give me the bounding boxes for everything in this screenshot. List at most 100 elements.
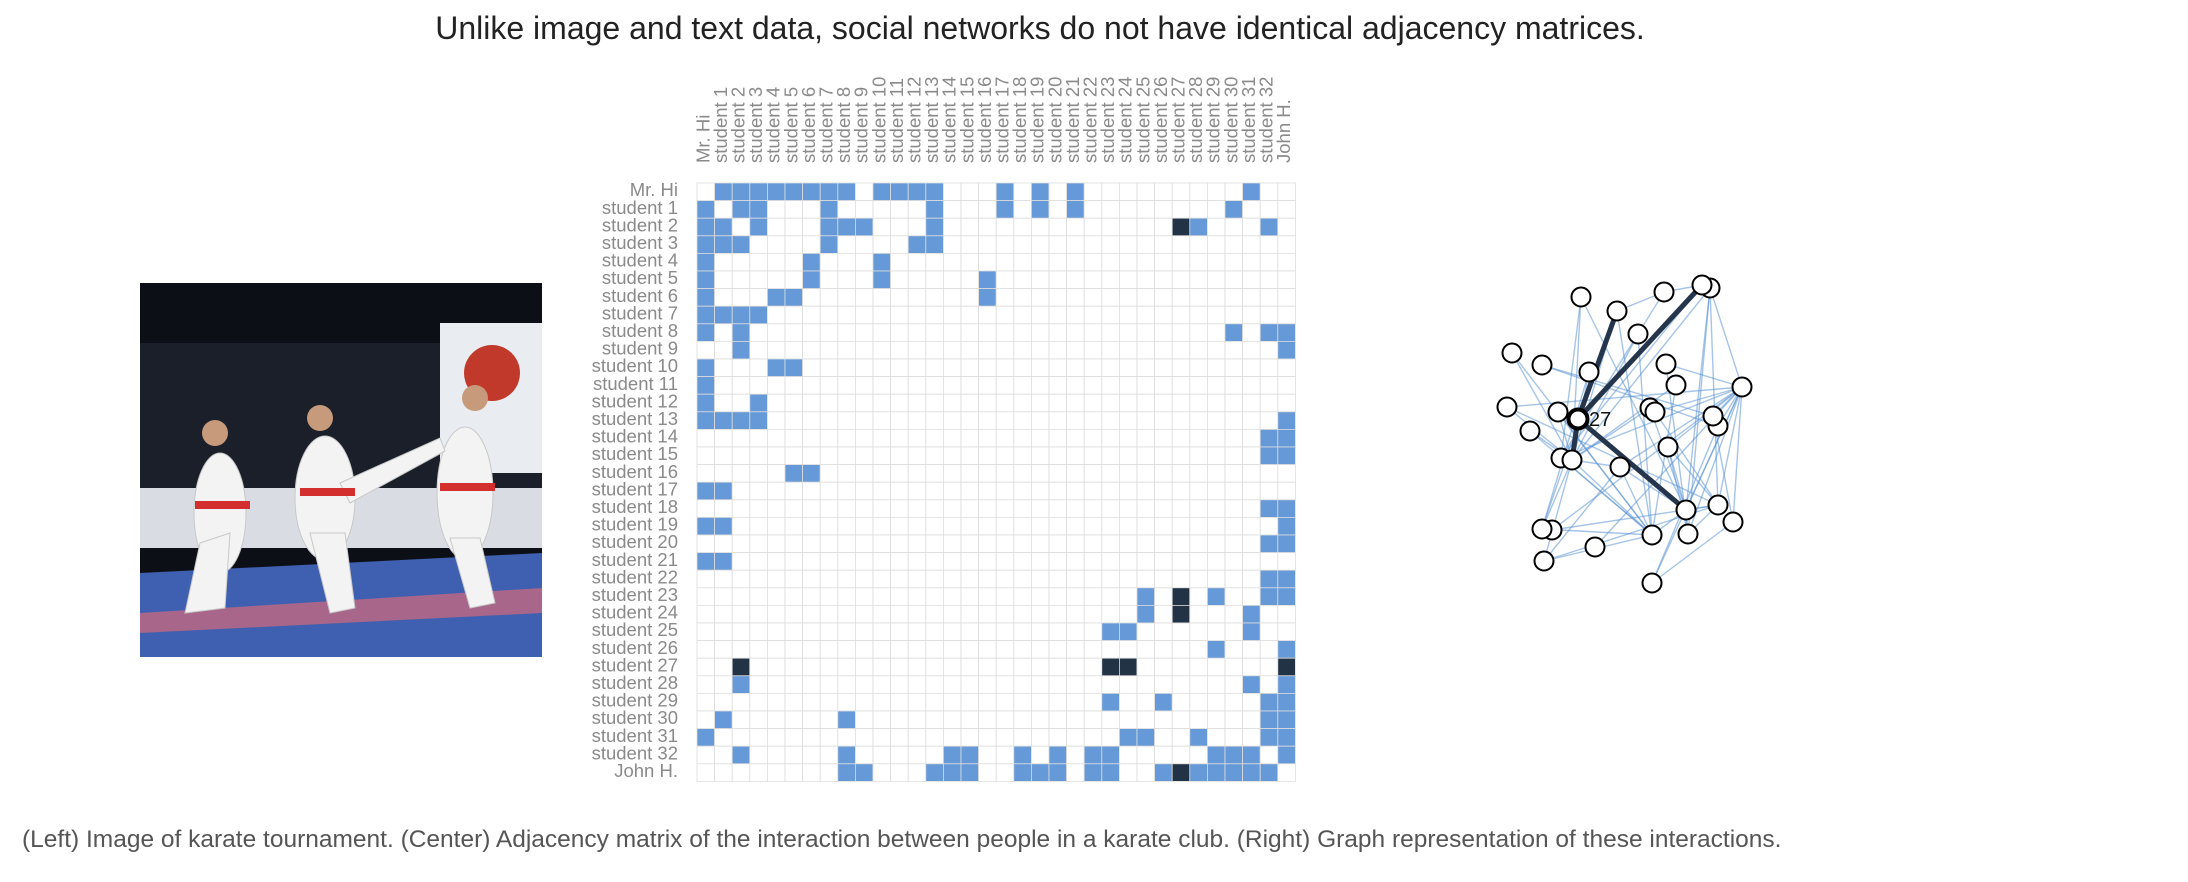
graph-edge (1651, 521, 1734, 584)
matrix-row-label: student 15 (592, 443, 678, 464)
graph-edge (1560, 457, 1653, 536)
matrix-row-label: John H. (614, 760, 678, 781)
matrix-row-label: student 4 (602, 250, 678, 271)
matrix-column-label: student 20 (1044, 77, 1065, 163)
matrix-row-label: student 32 (592, 742, 678, 763)
graph-edge-highlight (1576, 283, 1704, 421)
graph-node (1627, 323, 1649, 345)
graph-edge (1560, 296, 1582, 459)
graph-edge (1571, 459, 1653, 536)
matrix-row-label: student 18 (592, 496, 678, 517)
matrix-row-label: student 6 (602, 285, 678, 306)
graph-node (1531, 354, 1553, 376)
graph-edge-highlight (1575, 310, 1620, 420)
graph-edge (1619, 466, 1653, 536)
matrix-row-label: student 22 (592, 566, 678, 587)
matrix-row-label: student 7 (602, 302, 678, 323)
graph-edge (1709, 287, 1743, 388)
graph-node (1606, 300, 1628, 322)
matrix-column-label: student 19 (1027, 77, 1048, 163)
matrix-column-label: student 4 (763, 87, 784, 163)
graph-node (1702, 405, 1724, 427)
matrix-column-label: student 27 (1168, 77, 1189, 163)
matrix-row-label: student 2 (602, 214, 678, 235)
matrix-column-label: student 28 (1185, 77, 1206, 163)
graph-node (1657, 436, 1679, 458)
graph-edge (1651, 384, 1677, 536)
page-title: Unlike image and text data, social netwo… (435, 10, 1645, 46)
graph-node (1722, 511, 1744, 533)
matrix-row-label: student 24 (592, 602, 678, 623)
graph-edge (1619, 386, 1743, 468)
matrix-column-label: student 30 (1220, 77, 1241, 163)
graph-edge (1616, 310, 1653, 536)
matrix-column-label: student 11 (886, 78, 907, 163)
matrix-column-label: student 8 (833, 87, 854, 163)
graph-edge-highlight (1576, 417, 1688, 512)
graph-edge (1709, 287, 1719, 506)
graph-edge (1717, 386, 1743, 506)
matrix-column-label: student 14 (939, 77, 960, 163)
figure-caption: (Left) Image of karate tournament. (Cent… (22, 826, 1782, 853)
matrix-row-label: student 31 (592, 725, 678, 746)
matrix-row-label: student 28 (592, 672, 678, 693)
graph-edge (1571, 384, 1677, 461)
matrix-row-label: student 27 (592, 654, 678, 675)
matrix-column-label: student 31 (1238, 77, 1259, 163)
matrix-row-label: student 9 (602, 338, 678, 359)
matrix-column-label: student 29 (1203, 77, 1224, 163)
graph-node (1691, 274, 1713, 296)
graph-node (1609, 456, 1631, 478)
matrix-column-label: student 6 (798, 87, 819, 163)
matrix-row-label: student 3 (602, 232, 678, 253)
graph-edge (1637, 333, 1653, 536)
matrix-column-label: student 10 (868, 77, 889, 163)
graph-edge (1665, 363, 1743, 388)
matrix-row-label: student 21 (592, 549, 678, 570)
matrix-column-label: student 5 (780, 87, 801, 163)
matrix-column-label: student 23 (1097, 77, 1118, 163)
graph-node (1531, 518, 1553, 540)
graph-edge (1571, 333, 1639, 461)
matrix-column-label: student 1 (710, 87, 731, 163)
matrix-column-label: student 22 (1080, 77, 1101, 163)
matrix-row-label: student 19 (592, 514, 678, 535)
matrix-row-label: student 30 (592, 707, 678, 728)
matrix-column-label: student 12 (904, 77, 925, 163)
graph-node-label: 27 (1589, 409, 1611, 431)
matrix-column-label: student 21 (1062, 77, 1083, 163)
matrix-column-label: student 15 (956, 77, 977, 163)
matrix-row-label: student 23 (592, 584, 678, 605)
graph-node (1677, 523, 1699, 545)
graph-node (1501, 342, 1523, 364)
matrix-column-label: student 13 (921, 77, 942, 163)
graph-node (1665, 374, 1687, 396)
matrix-column-label: student 2 (728, 87, 749, 163)
graph-node (1519, 420, 1541, 442)
matrix-row-label: Mr. Hi (630, 179, 678, 200)
matrix-column-label: Mr. Hi (692, 115, 713, 163)
matrix-row-label: student 12 (592, 390, 678, 411)
graph-edge (1580, 296, 1687, 511)
matrix-column-label: student 17 (992, 77, 1013, 163)
graph-node (1584, 536, 1606, 558)
graph-node (1653, 281, 1675, 303)
graph-node-highlight (1566, 407, 1590, 431)
matrix-row-label: student 10 (592, 355, 678, 376)
matrix-row-label: student 26 (592, 637, 678, 658)
matrix-column-label: student 7 (816, 87, 837, 163)
graph-edge (1687, 386, 1743, 535)
matrix-row-label: student 8 (602, 320, 678, 341)
graph-node (1731, 376, 1753, 398)
matrix-row-label: student 11 (593, 373, 678, 394)
graph-edge (1649, 407, 1687, 511)
matrix-column-label: student 16 (974, 77, 995, 163)
matrix-column-label: student 24 (1115, 77, 1136, 163)
matrix-row-label: student 20 (592, 531, 678, 552)
graph-edge (1543, 466, 1621, 562)
graph-node (1561, 449, 1583, 471)
graph-edge (1732, 386, 1743, 523)
matrix-column-label: John H. (1273, 99, 1294, 163)
matrix-column-label: student 26 (1150, 77, 1171, 163)
